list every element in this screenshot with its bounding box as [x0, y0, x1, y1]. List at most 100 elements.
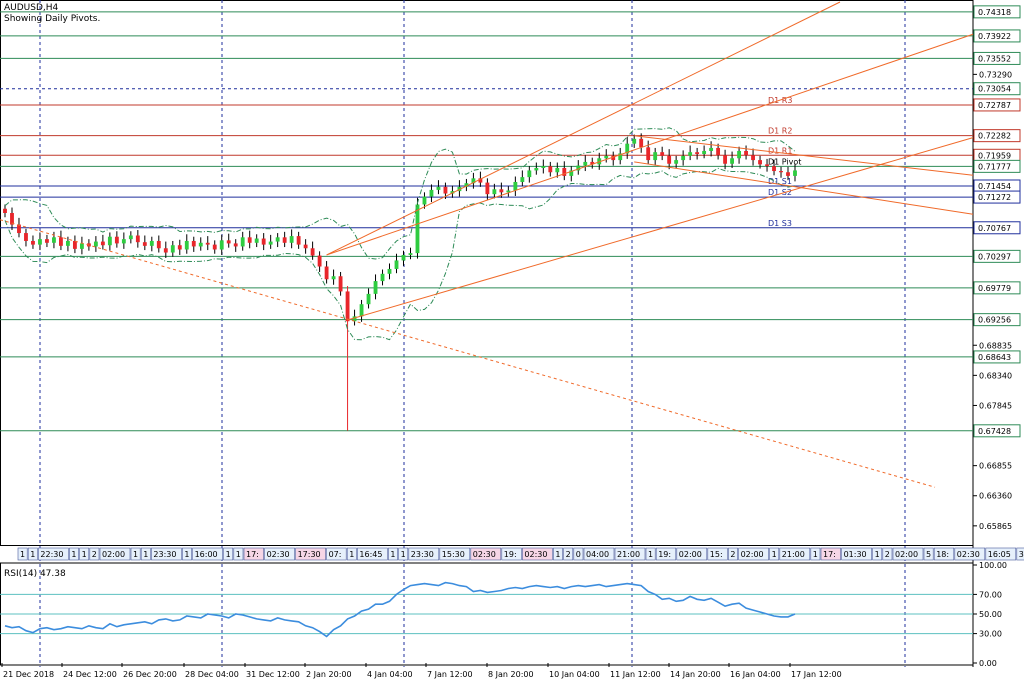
price-tick-label-14: 0.67845	[979, 401, 1012, 410]
time-chip-28	[553, 547, 563, 561]
x-tick-label-11: 11 Jan 12:00	[610, 670, 661, 679]
x-tick-label-1: 21 Dec 2018	[3, 670, 54, 679]
time-chip-50	[985, 547, 1017, 561]
time-chip-label-9: 1	[143, 550, 148, 559]
candle-body-80	[555, 168, 560, 173]
candle-body-74	[513, 181, 518, 191]
x-tick-label-6: 2 Jan 20:00	[306, 670, 352, 679]
candle-body-87	[604, 155, 609, 159]
time-chip-7	[99, 547, 131, 561]
price-tick-label-1: 0.73290	[979, 70, 1012, 79]
price-tag-label-15: 0.68643	[978, 353, 1011, 362]
time-chip-label-28: 1	[555, 550, 560, 559]
candle-body-44	[303, 244, 308, 249]
price-tag-label-8: 0.71777	[978, 162, 1011, 171]
price-tag-3	[973, 51, 1021, 65]
time-chip-44	[872, 547, 883, 561]
x-tick-label-7: 4 Jan 04:00	[367, 670, 413, 679]
time-chip-24	[439, 547, 471, 561]
rsi-tick-label-3: 50.00	[979, 610, 1002, 619]
time-chip-19	[346, 547, 357, 561]
time-chip-30	[573, 547, 584, 561]
candle-body-19	[128, 235, 133, 240]
price-tag-13	[973, 281, 1021, 295]
time-chip-20	[357, 547, 388, 561]
price-tag-label-4: 0.73054	[978, 85, 1011, 94]
time-chip-23	[408, 547, 440, 561]
candle-body-11	[72, 240, 77, 249]
time-chip-label-19: 1	[349, 550, 354, 559]
time-chip-label-29: 2	[566, 550, 571, 559]
price-tag-label-7: 0.71959	[978, 151, 1011, 160]
time-chip-label-17: 17:30	[298, 550, 321, 559]
time-chip-label-45: 2	[885, 550, 890, 559]
time-chip-26	[501, 547, 522, 561]
time-chip-25	[470, 547, 502, 561]
candle-body-97	[674, 160, 679, 164]
candle-body-62	[429, 189, 434, 197]
candle-body-26	[177, 245, 182, 250]
time-chip-36	[707, 547, 728, 561]
time-chip-43	[841, 547, 872, 561]
price-tick-label-17: 0.66360	[979, 492, 1012, 501]
time-chip-49	[954, 547, 986, 561]
chart-title: AUDUSD,H4 Showing Daily Pivots.	[4, 3, 100, 25]
candle-body-85	[590, 161, 595, 165]
candle-body-7	[45, 239, 49, 243]
candle-body-71	[492, 189, 497, 195]
candle-body-48	[331, 276, 336, 280]
candle-body-82	[569, 170, 574, 176]
time-chip-34	[655, 547, 677, 561]
channel-mid-line	[326, 33, 974, 256]
candle-body-103	[716, 147, 721, 156]
wedge-lower-line	[634, 161, 974, 215]
wedge-upper-line	[634, 135, 974, 176]
price-tag-label-16: 0.67428	[978, 427, 1011, 436]
time-chip-37	[728, 547, 738, 561]
candle-body-73	[506, 190, 511, 193]
candle-body-2	[10, 212, 14, 225]
candle-body-60	[415, 204, 420, 254]
candle-body-9	[59, 237, 63, 246]
price-tag-10	[973, 190, 1021, 204]
time-chip-42	[820, 547, 841, 561]
time-chip-14	[233, 547, 244, 561]
time-chip-label-51: 30	[1019, 550, 1024, 559]
price-tag-label-11: 0.70767	[978, 224, 1011, 233]
candle-body-92	[639, 138, 644, 148]
time-chip-label-48: 18:	[936, 550, 949, 559]
time-chip-label-42: 17:	[823, 550, 836, 559]
time-chip-label-24: 15:30	[442, 550, 465, 559]
time-chip-label-5: 1	[82, 550, 87, 559]
price-tick-label-12: 0.68835	[979, 341, 1012, 350]
price-tag-label-12: 0.70297	[978, 252, 1011, 261]
time-chip-label-35: 02:00	[679, 550, 702, 559]
candle-body-57	[394, 260, 399, 269]
candle-body-16	[107, 236, 112, 246]
candle-body-93	[646, 147, 651, 161]
rsi-line	[4, 581, 796, 638]
candle-body-106	[737, 150, 741, 159]
time-chip-label-50: 16:05	[988, 550, 1011, 559]
price-tag-12	[973, 249, 1021, 263]
candle-body-68	[471, 178, 476, 184]
time-chip-label-23: 23:30	[411, 550, 434, 559]
time-chip-label-13: 1	[226, 550, 231, 559]
time-chip-label-33: 1	[648, 550, 653, 559]
rsi-tick-label-1: 100.00	[979, 561, 1007, 570]
candle-body-40	[275, 237, 280, 242]
time-chip-label-12: 16:00	[195, 550, 218, 559]
price-tag-11	[973, 221, 1021, 235]
candle-body-29	[198, 242, 203, 247]
candle-body-72	[499, 189, 504, 193]
candle-body-55	[380, 273, 385, 282]
x-tick-label-2: 24 Dec 12:00	[63, 670, 117, 679]
price-tag-label-9: 0.71454	[978, 182, 1011, 191]
price-tag-label-6: 0.72282	[978, 132, 1011, 141]
candle-body-35	[240, 237, 245, 247]
price-tick-label-13: 0.68340	[979, 371, 1012, 380]
time-chip-label-26: 19:	[504, 550, 517, 559]
candle-body-100	[695, 152, 700, 155]
time-chip-label-4: 1	[71, 550, 76, 559]
candle-body-8	[52, 237, 56, 243]
